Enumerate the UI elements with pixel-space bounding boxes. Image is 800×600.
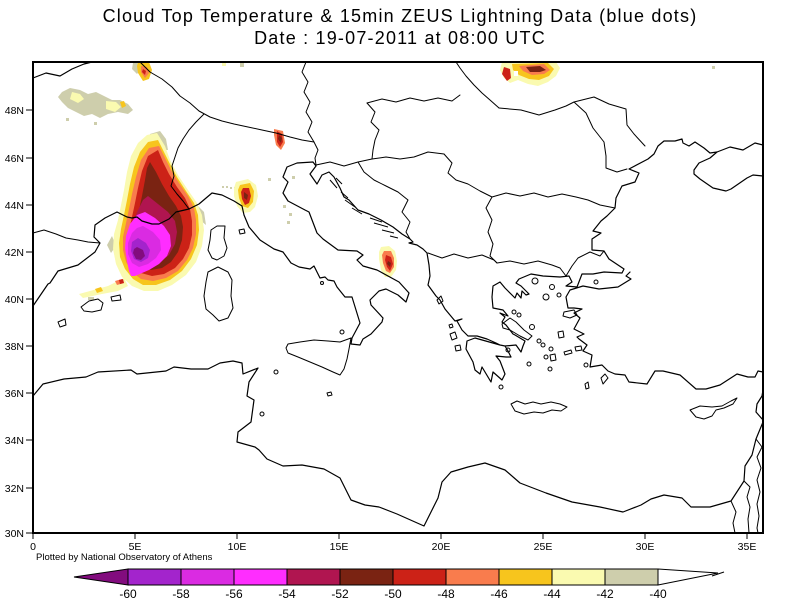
lat-tick-label: 34N: [5, 435, 24, 447]
lon-tick-label: 0: [30, 541, 36, 553]
colorbar-right-arrow: [657, 568, 719, 586]
latitude-axis: 48N 46N 44N 42N 40N 38N 36N 34N 32N 30N: [5, 105, 24, 540]
longitude-axis: 0 5E 10E 15E 20E 25E 30E 35E: [30, 541, 756, 553]
cloud-top-temperature-overlay: [58, 62, 715, 300]
axis-ticks: [26, 109, 748, 539]
lat-tick-label: 38N: [5, 341, 24, 353]
colorbar-tick-label: -58: [172, 587, 190, 600]
colorbar-tick-label: -50: [384, 587, 402, 600]
colorbar-tick-label: -40: [649, 587, 667, 600]
lon-tick-label: 5E: [129, 541, 142, 553]
temperature-colorbar: -60 -58 -56 -54 -52 -50 -48 -46 -44 -42 …: [73, 568, 725, 600]
lat-tick-label: 30N: [5, 528, 24, 540]
attribution-text: Plotted by National Observatory of Athen…: [36, 552, 213, 563]
colorbar-tick-label: -42: [596, 587, 614, 600]
colorbar-tick-label: -60: [119, 587, 137, 600]
lon-tick-label: 30E: [636, 541, 655, 553]
coastline-paths: [32, 61, 764, 527]
lat-tick-label: 36N: [5, 388, 24, 400]
lat-tick-label: 48N: [5, 105, 24, 117]
lon-tick-label: 15E: [330, 541, 349, 553]
colorbar-tick-labels: -60 -58 -56 -54 -52 -50 -48 -46 -44 -42 …: [119, 587, 667, 600]
colorbar-left-arrow: [73, 568, 129, 586]
colorbar-tick-label: -48: [437, 587, 455, 600]
lon-tick-label: 20E: [432, 541, 451, 553]
map-frame: [32, 61, 764, 534]
lat-tick-label: 32N: [5, 483, 24, 495]
island-outlines: [57, 177, 738, 420]
colorbar-tick-label: -56: [225, 587, 243, 600]
colorbar-tick-label: -54: [278, 587, 296, 600]
lon-tick-label: 25E: [534, 541, 553, 553]
lat-tick-label: 42N: [5, 247, 24, 259]
lat-tick-label: 40N: [5, 294, 24, 306]
lat-tick-label: 44N: [5, 200, 24, 212]
page-title: Cloud Top Temperature & 15min ZEUS Light…: [103, 6, 698, 26]
colorbar-tick-label: -46: [490, 587, 508, 600]
lon-tick-label: 10E: [228, 541, 247, 553]
colorbar-tick-label: -52: [331, 587, 349, 600]
country-border-paths: [32, 61, 763, 534]
small-island-dots: [259, 277, 599, 417]
colorbar-tick-label: -44: [543, 587, 561, 600]
lat-tick-label: 46N: [5, 153, 24, 165]
date-subtitle: Date : 19-07-2011 at 08:00 UTC: [254, 28, 546, 48]
lon-tick-label: 35E: [738, 541, 757, 553]
